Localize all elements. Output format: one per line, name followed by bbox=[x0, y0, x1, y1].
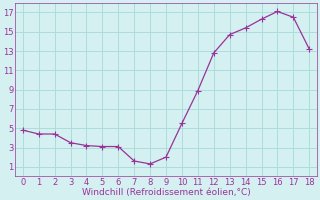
X-axis label: Windchill (Refroidissement éolien,°C): Windchill (Refroidissement éolien,°C) bbox=[82, 188, 250, 197]
